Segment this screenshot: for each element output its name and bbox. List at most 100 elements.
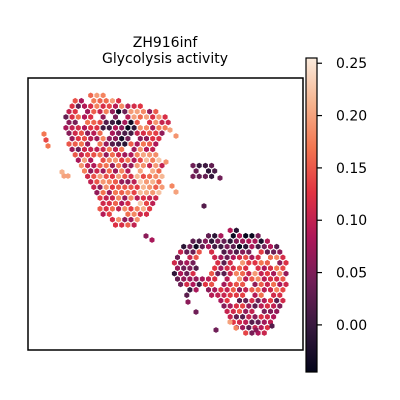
spot (128, 162, 134, 169)
spot (97, 119, 103, 126)
spot (277, 292, 283, 299)
spot (85, 151, 91, 158)
spot (227, 303, 233, 309)
spot (106, 146, 112, 153)
spot (143, 135, 150, 142)
spot (212, 232, 218, 239)
spot (140, 108, 146, 115)
spot (91, 162, 97, 169)
spot (267, 297, 274, 304)
spot (253, 327, 259, 333)
spot (193, 265, 199, 272)
spot (283, 281, 289, 288)
spot (267, 286, 274, 293)
spot (97, 97, 103, 104)
spot (212, 286, 218, 293)
spot (134, 216, 140, 223)
spot (159, 173, 165, 180)
spot (150, 135, 156, 142)
spot (258, 259, 264, 266)
spot (221, 270, 227, 277)
spot (143, 178, 150, 185)
spot (109, 205, 115, 212)
spot (150, 168, 156, 174)
spot (116, 151, 122, 158)
spot (196, 162, 202, 169)
spot (81, 135, 88, 142)
spot (217, 175, 223, 181)
spot (249, 330, 255, 336)
spot (69, 114, 75, 120)
spot (156, 124, 162, 131)
spot (255, 232, 261, 239)
spot (243, 286, 249, 293)
spot (143, 157, 150, 164)
spot (85, 162, 91, 169)
spot (246, 303, 252, 309)
spot (221, 292, 227, 299)
spot (236, 308, 243, 315)
spot (122, 184, 128, 191)
spot (128, 205, 134, 212)
spot (201, 203, 207, 209)
spot (240, 259, 246, 266)
spot (243, 297, 249, 304)
spot (190, 162, 196, 169)
spot (81, 114, 88, 120)
spot (88, 168, 94, 174)
spot (261, 286, 267, 293)
spot (190, 259, 196, 266)
spot (81, 146, 88, 153)
spot (78, 141, 84, 147)
spot (147, 184, 153, 191)
spot (72, 130, 78, 137)
spot (43, 137, 49, 143)
spot (174, 265, 181, 272)
spot (159, 184, 165, 191)
colorbar-tick-label: 0.10 (336, 213, 367, 229)
spot (72, 108, 78, 115)
spot (252, 281, 258, 288)
spot (205, 232, 212, 239)
spot (88, 135, 94, 142)
spot (230, 286, 236, 293)
spot (156, 157, 162, 164)
spot (171, 259, 177, 266)
spot (236, 319, 243, 326)
spot (261, 319, 267, 326)
spot (106, 135, 112, 142)
spot (233, 292, 239, 299)
spot (261, 276, 267, 282)
spot (103, 195, 109, 201)
spot (230, 232, 236, 239)
spot (233, 249, 239, 255)
spot (97, 162, 103, 169)
spot (147, 119, 153, 126)
spot (75, 146, 81, 153)
spot (264, 238, 270, 245)
spot (252, 270, 258, 277)
spot (215, 238, 221, 245)
spot (280, 297, 286, 304)
spot (233, 303, 239, 309)
spot (128, 173, 134, 180)
spot (137, 146, 143, 153)
spot (147, 141, 153, 147)
spatial-spots (41, 92, 289, 336)
spot (100, 135, 106, 142)
spot (227, 227, 233, 234)
spot (249, 319, 255, 326)
spot (119, 168, 125, 174)
spot (246, 249, 252, 255)
spot (267, 243, 274, 250)
spot (122, 195, 128, 201)
spot (131, 103, 137, 110)
spot (230, 254, 236, 261)
spot (267, 254, 274, 261)
spot (184, 270, 190, 277)
spot (122, 130, 128, 137)
spot (224, 286, 230, 293)
spot (91, 119, 97, 126)
spot (119, 124, 125, 131)
spot (116, 184, 122, 191)
